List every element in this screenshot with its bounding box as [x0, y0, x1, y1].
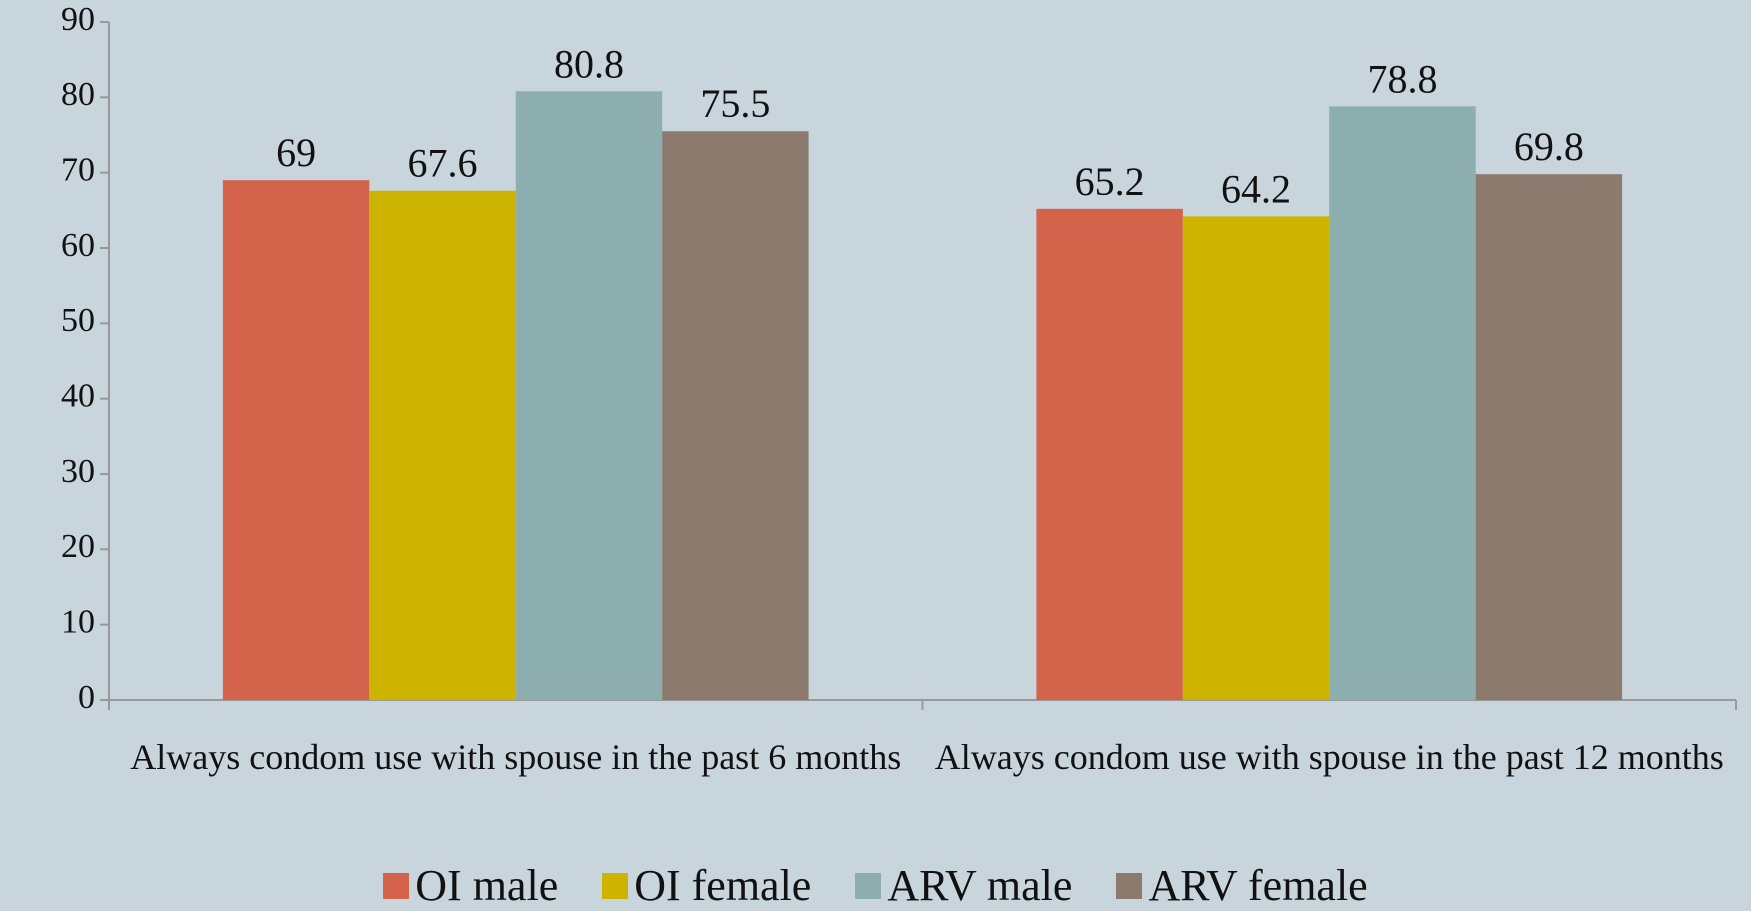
legend-item: OI male: [383, 860, 558, 911]
legend-label: OI female: [634, 861, 812, 910]
bar: [515, 91, 663, 701]
bar: [1475, 174, 1623, 700]
legend-swatch: [855, 872, 882, 899]
bar: [369, 190, 516, 700]
legend: OI male OI female ARV male ARV female: [0, 860, 1751, 911]
bar: [1036, 208, 1183, 700]
data-label: 80.8: [554, 41, 624, 86]
data-label: 65.2: [1075, 159, 1145, 204]
legend-item: OI female: [602, 860, 811, 911]
legend-label: ARV female: [1148, 861, 1368, 910]
bar: [1182, 216, 1330, 701]
data-label: 69.8: [1514, 124, 1584, 169]
x-tick-label: Always condom use with spouse in the pas…: [130, 737, 902, 777]
data-label: 69: [276, 130, 316, 175]
legend-label: ARV male: [887, 861, 1073, 910]
x-tick-label: Always condom use with spouse in the pas…: [934, 737, 1724, 777]
y-tick-label: 50: [61, 302, 95, 339]
legend-swatch: [383, 872, 410, 899]
bar: [662, 131, 809, 700]
data-label: 78.8: [1367, 56, 1437, 101]
bar: [222, 180, 370, 700]
y-tick-label: 20: [61, 528, 95, 565]
bar: [1329, 106, 1476, 700]
data-label: 67.6: [408, 141, 478, 186]
legend-label: OI male: [415, 861, 559, 910]
y-tick-label: 60: [61, 227, 95, 264]
data-label: 75.5: [700, 81, 770, 126]
y-tick-label: 10: [61, 603, 95, 640]
y-tick-label: 90: [61, 1, 95, 38]
y-tick-label: 30: [61, 453, 95, 490]
y-tick-label: 70: [61, 151, 95, 188]
legend-swatch: [602, 872, 629, 899]
y-tick-label: 0: [78, 679, 95, 716]
y-tick-label: 40: [61, 377, 95, 414]
legend-item: ARV male: [855, 860, 1072, 911]
plot: 0 10 20 30 40 50 60 70 80 90 69 67.6 80.8 75.5 65.2 64.…: [61, 1, 1737, 716]
y-tick-label: 80: [61, 76, 95, 113]
legend-item: ARV female: [1116, 860, 1368, 911]
data-label: 64.2: [1221, 166, 1291, 211]
legend-swatch: [1116, 872, 1143, 899]
